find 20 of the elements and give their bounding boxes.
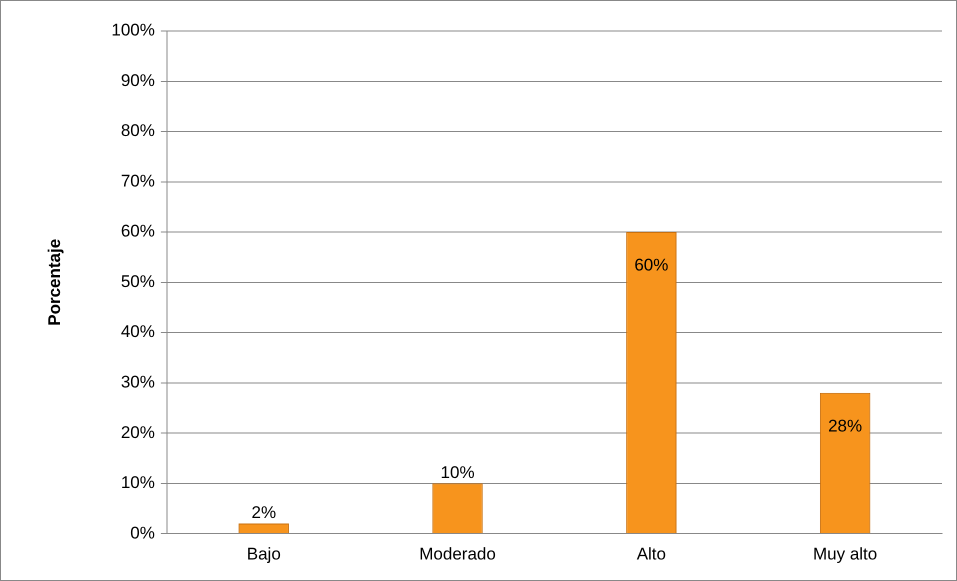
data-label: 2% (251, 503, 276, 522)
y-tick-label: 10% (120, 473, 155, 492)
y-tick-label: 50% (120, 272, 155, 291)
y-tick-label: 100% (111, 20, 155, 40)
y-tick-label: 80% (120, 121, 155, 140)
y-tick-label: 0% (130, 523, 155, 542)
data-label: 10% (440, 463, 475, 482)
y-axis-title: Porcentaje (44, 238, 64, 326)
x-tick-label: Moderado (419, 544, 496, 564)
y-tick-label: 70% (120, 171, 155, 190)
y-tick-label: 40% (120, 322, 155, 342)
x-tick-label: Bajo (246, 544, 281, 564)
y-tick-label: 60% (120, 222, 155, 241)
data-label: 60% (634, 256, 668, 275)
x-tick-label: Alto (636, 544, 666, 564)
y-tick-label: 20% (120, 422, 155, 442)
x-tick-label: Muy alto (812, 544, 878, 564)
data-label: 28% (828, 416, 862, 436)
y-tick-label: 90% (120, 70, 155, 90)
y-tick-label: 30% (120, 372, 155, 392)
